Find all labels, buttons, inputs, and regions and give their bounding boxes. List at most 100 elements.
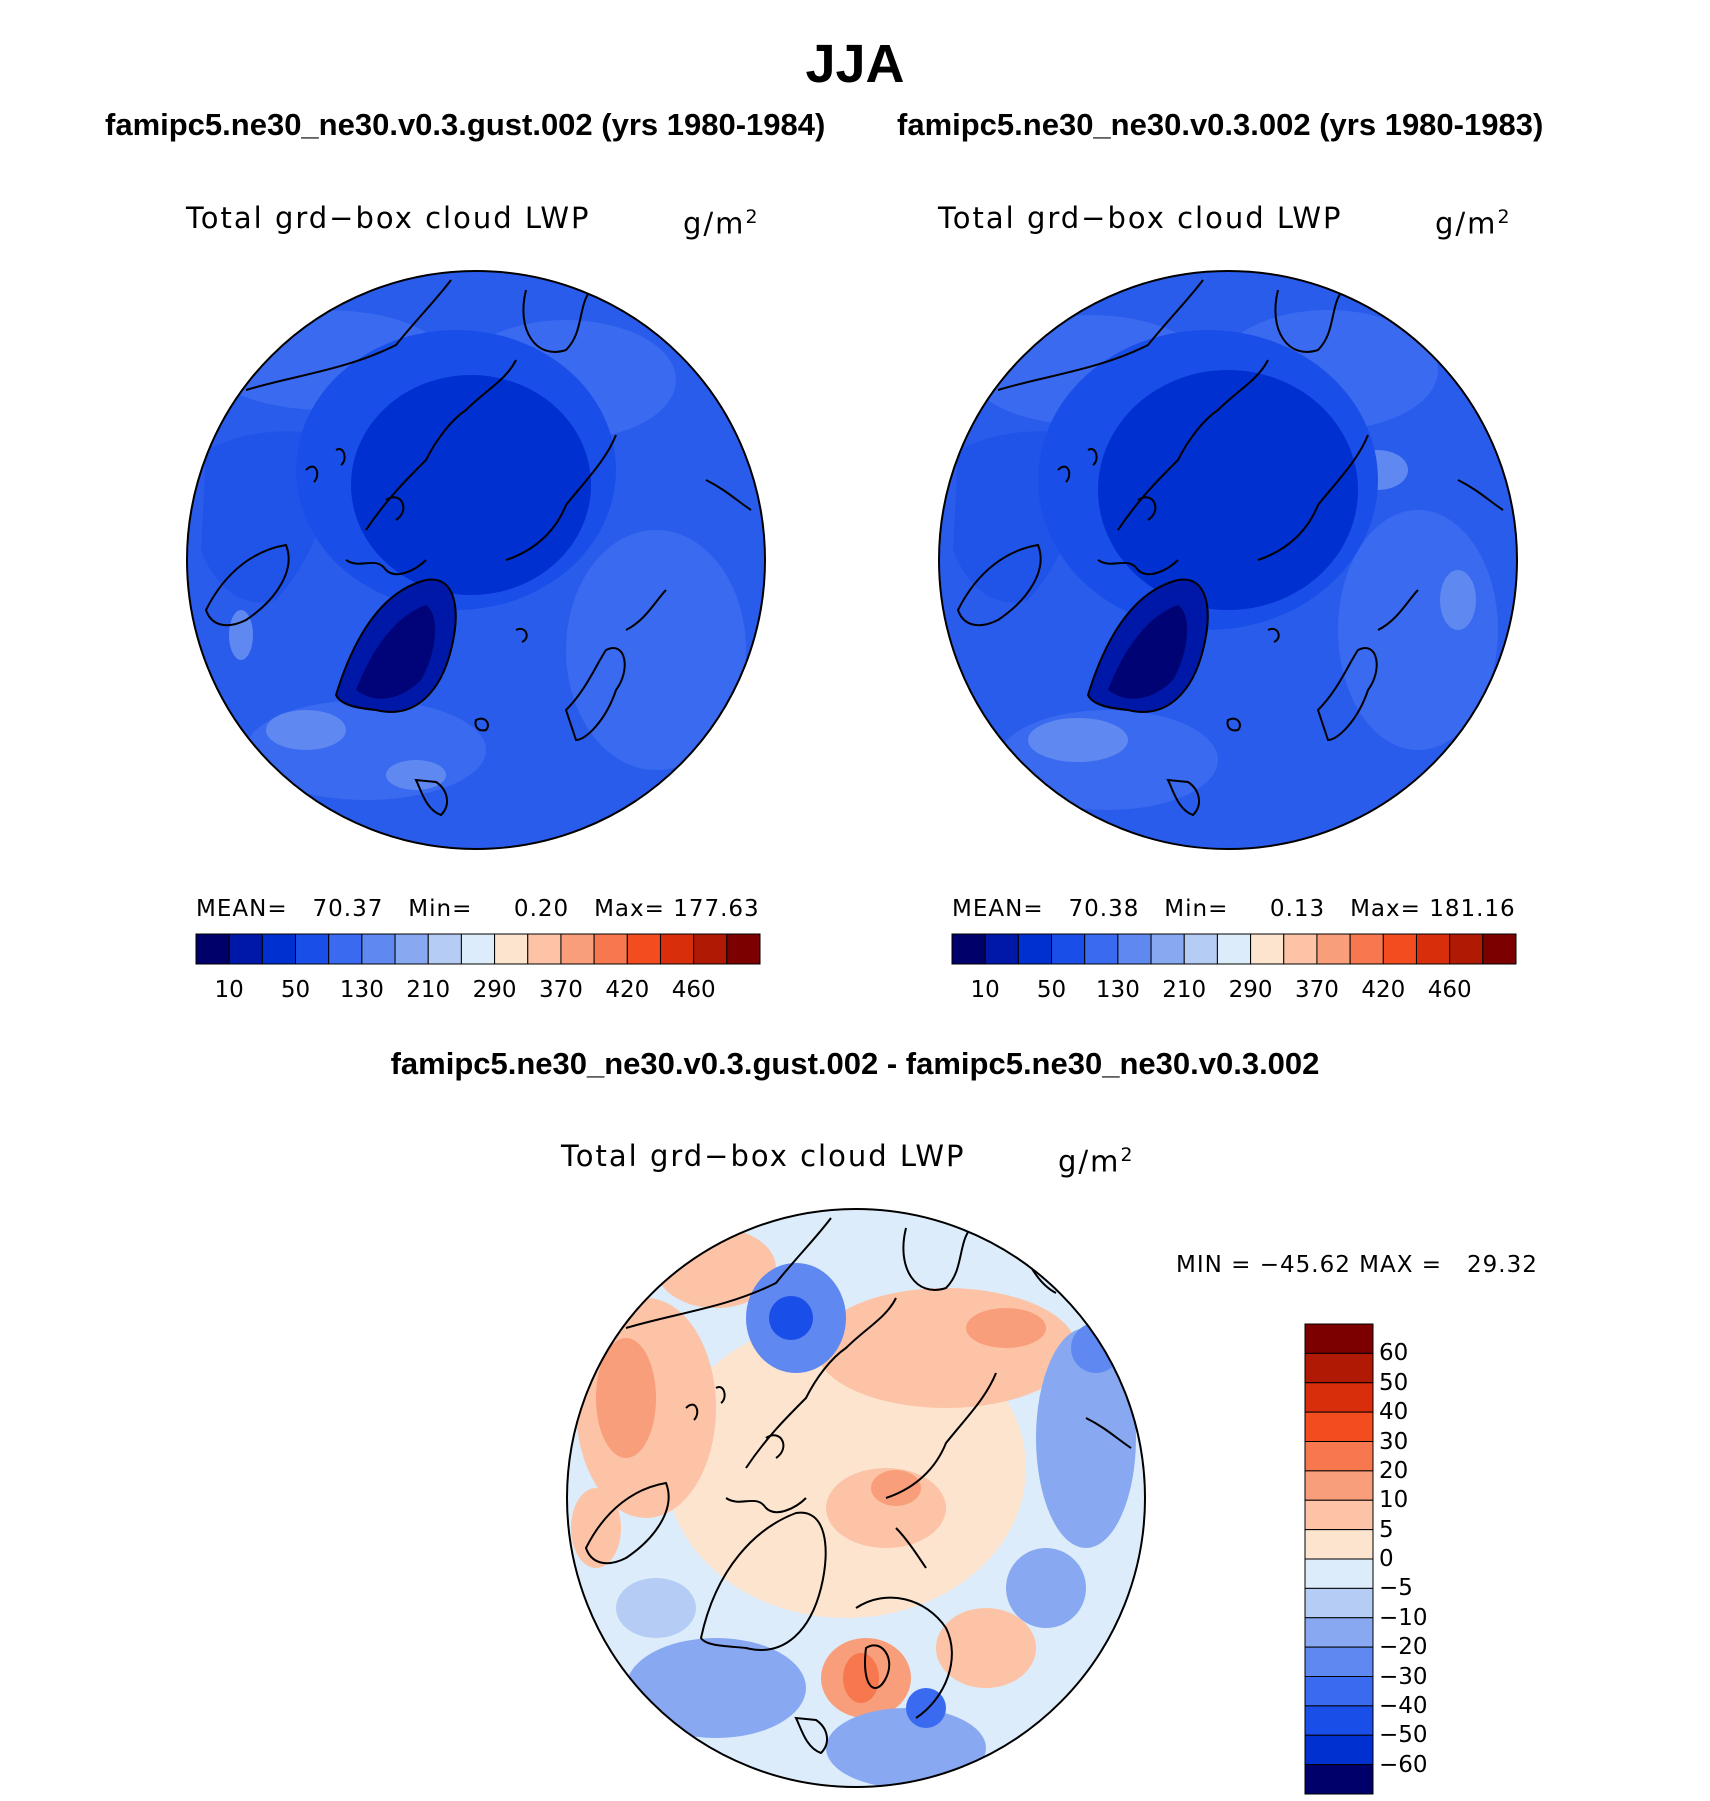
colorbar-swatch xyxy=(427,933,462,965)
colorbar-swatch xyxy=(295,933,330,965)
colorbar-swatch xyxy=(1304,1764,1374,1795)
colorbar-swatch xyxy=(1304,1441,1374,1472)
colorbar-swatch xyxy=(228,933,263,965)
colorbar-swatch xyxy=(1449,933,1484,965)
colorbar-tick-label: −30 xyxy=(1379,1663,1428,1690)
colorbar-swatch xyxy=(1482,933,1517,965)
colorbar-tick-label: 0 xyxy=(1379,1546,1394,1572)
colorbar-swatch xyxy=(1304,1646,1374,1677)
colorbar-swatch xyxy=(361,933,396,965)
colorbar-tick-label: 5 xyxy=(1379,1516,1394,1543)
colorbar-tick-label: −60 xyxy=(1379,1751,1428,1778)
colorbar-swatch xyxy=(1382,933,1417,965)
diff-variable-label: Total grd−box cloud LWP xyxy=(561,1139,966,1173)
case-units-label: g/m2 xyxy=(683,206,760,241)
colorbar-swatch xyxy=(1304,1323,1374,1354)
colorbar-swatch xyxy=(1304,1529,1374,1560)
colorbar-tick-label: 50 xyxy=(280,977,311,1003)
control-variable-label: Total grd−box cloud LWP xyxy=(938,201,1343,235)
colorbar-swatch xyxy=(1051,933,1086,965)
colorbar-swatch xyxy=(1415,933,1451,965)
colorbar-swatch xyxy=(494,933,529,965)
colorbar-swatch xyxy=(1150,933,1185,965)
colorbar-swatch xyxy=(693,933,728,965)
colorbar-swatch xyxy=(1304,1705,1374,1736)
colorbar-swatch xyxy=(1117,933,1152,965)
colorbar-tick-label: 40 xyxy=(1379,1399,1409,1426)
colorbar-tick-label: 370 xyxy=(538,977,583,1003)
colorbar-swatch xyxy=(1304,1734,1374,1766)
colorbar-tick-label: 290 xyxy=(472,977,517,1003)
control-colorbar xyxy=(951,933,1517,965)
colorbar-swatch xyxy=(1304,1587,1374,1619)
colorbar-swatch xyxy=(951,933,986,965)
colorbar-swatch xyxy=(1250,933,1285,965)
colorbar-swatch xyxy=(1216,933,1252,965)
colorbar-tick-label: 210 xyxy=(406,977,451,1003)
colorbar-swatch xyxy=(659,933,695,965)
control-units-label: g/m2 xyxy=(1435,206,1512,241)
colorbar-swatch xyxy=(1304,1470,1374,1501)
case-run-title: famipc5.ne30_ne30.v0.3.gust.002 (yrs 198… xyxy=(105,107,826,142)
colorbar-swatch xyxy=(328,933,363,965)
colorbar-tick-label: 50 xyxy=(1036,977,1067,1003)
colorbar-swatch xyxy=(1304,1382,1374,1413)
control-polar-map xyxy=(938,270,1518,850)
colorbar-swatch xyxy=(1316,933,1351,965)
colorbar-tick-label: −10 xyxy=(1379,1604,1428,1631)
colorbar-swatch xyxy=(195,933,230,965)
colorbar-tick-label: 460 xyxy=(1427,977,1472,1003)
colorbar-swatch xyxy=(560,933,595,965)
colorbar-swatch xyxy=(1017,933,1053,965)
colorbar-swatch xyxy=(593,933,628,965)
colorbar-tick-label: 420 xyxy=(605,977,650,1003)
colorbar-tick-label: 210 xyxy=(1162,977,1207,1003)
control-stats: MEAN= 70.38 Min= 0.13 Max= 181.16 xyxy=(952,896,1516,922)
diff-units-label: g/m2 xyxy=(1058,1144,1135,1179)
colorbar-swatch xyxy=(1304,1617,1374,1648)
colorbar-tick-label: 60 xyxy=(1379,1340,1409,1367)
control-run-title: famipc5.ne30_ne30.v0.3.002 (yrs 1980-198… xyxy=(897,107,1544,142)
colorbar-swatch xyxy=(394,933,429,965)
colorbar-tick-label: 130 xyxy=(339,977,384,1003)
colorbar-swatch xyxy=(1084,933,1119,965)
colorbar-swatch xyxy=(527,933,562,965)
colorbar-swatch xyxy=(460,933,496,965)
colorbar-swatch xyxy=(984,933,1019,965)
colorbar-swatch xyxy=(1304,1676,1374,1707)
colorbar-tick-label: 30 xyxy=(1379,1428,1409,1455)
difference-stats: MIN = −45.62 MAX = 29.32 xyxy=(1176,1252,1538,1278)
difference-polar-map xyxy=(566,1208,1146,1788)
colorbar-tick-label: −50 xyxy=(1379,1722,1428,1749)
colorbar-tick-label: 130 xyxy=(1095,977,1140,1003)
colorbar-swatch xyxy=(1183,933,1218,965)
difference-title: famipc5.ne30_ne30.v0.3.gust.002 - famipc… xyxy=(390,1046,1320,1081)
season-title: JJA xyxy=(805,34,905,94)
colorbar-tick-label: 370 xyxy=(1294,977,1339,1003)
colorbar-tick-label: 50 xyxy=(1379,1369,1409,1396)
colorbar-tick-label: −20 xyxy=(1379,1634,1428,1661)
colorbar-tick-label: 10 xyxy=(214,977,244,1003)
colorbar-tick-label: −40 xyxy=(1379,1692,1428,1719)
colorbar-swatch xyxy=(1349,933,1384,965)
colorbar-tick-label: 460 xyxy=(671,977,716,1003)
colorbar-tick-label: −5 xyxy=(1379,1575,1413,1602)
difference-colorbar xyxy=(1304,1323,1374,1795)
case-polar-map xyxy=(186,270,766,850)
colorbar-tick-label: 290 xyxy=(1228,977,1273,1003)
colorbar-swatch xyxy=(1304,1352,1374,1384)
case-variable-label: Total grd−box cloud LWP xyxy=(186,201,591,235)
colorbar-swatch xyxy=(1304,1558,1374,1589)
case-stats: MEAN= 70.37 Min= 0.20 Max= 177.63 xyxy=(196,896,760,922)
colorbar-swatch xyxy=(726,933,761,965)
colorbar-tick-label: 10 xyxy=(970,977,1000,1003)
case-colorbar xyxy=(195,933,761,965)
colorbar-swatch xyxy=(261,933,297,965)
colorbar-tick-label: 20 xyxy=(1379,1457,1409,1484)
colorbar-swatch xyxy=(626,933,661,965)
colorbar-swatch xyxy=(1304,1499,1374,1531)
colorbar-swatch xyxy=(1283,933,1318,965)
colorbar-swatch xyxy=(1304,1411,1374,1442)
colorbar-tick-label: 420 xyxy=(1361,977,1406,1003)
colorbar-tick-label: 10 xyxy=(1379,1487,1409,1514)
